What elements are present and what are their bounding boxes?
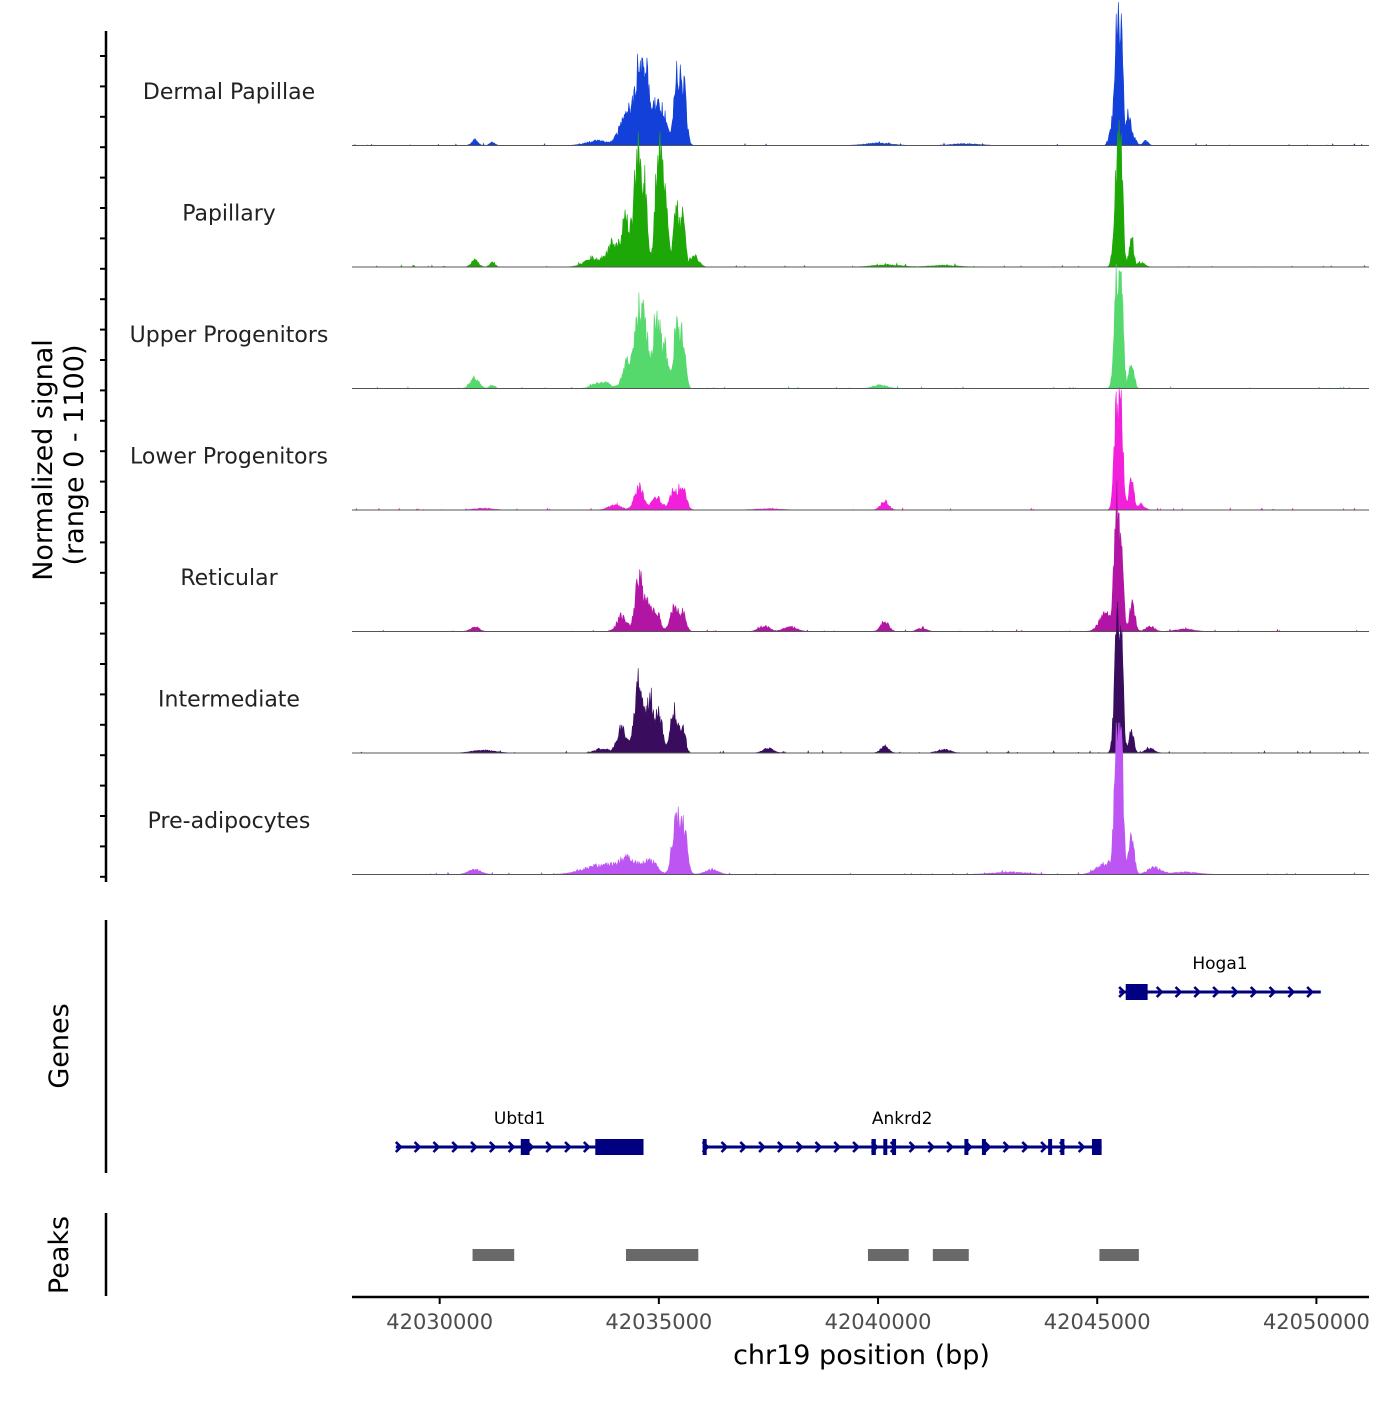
- exon: [883, 1139, 888, 1155]
- strand-chevron: [488, 1141, 497, 1153]
- peaks-track: [104, 1213, 1139, 1296]
- strand-chevron: [1249, 986, 1258, 998]
- x-tick-label: 42035000: [605, 1310, 712, 1334]
- strand-chevron: [582, 1141, 591, 1153]
- strand-chevron: [1077, 1141, 1086, 1153]
- x-axis: 42030000 42035000 42040000 42045000 42050000: [352, 1295, 1370, 1334]
- strand-chevron: [394, 1141, 403, 1153]
- x-tick-label: 42045000: [1044, 1310, 1151, 1334]
- genes-track-label: Genes: [44, 1003, 75, 1088]
- gene-name: Ankrd2: [872, 1109, 933, 1129]
- coverage-track: Pre-adipocytes: [148, 722, 1369, 875]
- strand-chevron: [795, 1141, 804, 1153]
- strand-chevron: [1155, 986, 1164, 998]
- coverage-track: Lower Progenitors: [130, 387, 1369, 511]
- coverage-area: [352, 263, 1369, 389]
- track-label: Dermal Papillae: [143, 80, 315, 105]
- strand-chevron: [720, 1141, 729, 1153]
- peak-region: [1099, 1249, 1139, 1261]
- strand-chevron: [908, 1141, 917, 1153]
- coverage-y-axis: [100, 31, 108, 882]
- exon: [981, 1139, 986, 1155]
- coverage-area: [352, 479, 1369, 632]
- exon: [1091, 1139, 1102, 1155]
- track-label: Intermediate: [158, 688, 300, 713]
- x-tick-label: 42040000: [825, 1310, 932, 1334]
- exon: [1125, 984, 1148, 1000]
- peaks-track-label: Peaks: [44, 1216, 75, 1294]
- exon: [1048, 1139, 1053, 1155]
- coverage-track: Upper Progenitors: [130, 263, 1369, 389]
- exon: [892, 1139, 897, 1155]
- strand-chevron: [1002, 1141, 1011, 1153]
- track-label: Lower Progenitors: [130, 445, 328, 470]
- strand-chevron: [983, 1141, 992, 1153]
- strand-chevron: [507, 1141, 516, 1153]
- coverage-area: [352, 2, 1369, 146]
- y-axis-label: Normalized signal: [28, 339, 59, 581]
- strand-chevron: [776, 1141, 785, 1153]
- strand-chevron: [1231, 986, 1239, 998]
- strand-chevron: [413, 1141, 422, 1153]
- x-tick-label: 42050000: [1263, 1310, 1370, 1334]
- coverage-area: [352, 601, 1369, 754]
- strand-chevron: [451, 1141, 460, 1153]
- exon: [1060, 1139, 1065, 1155]
- strand-chevron: [1306, 986, 1314, 998]
- coverage-track: Intermediate: [158, 601, 1369, 754]
- track-label: Upper Progenitors: [130, 323, 329, 348]
- strand-chevron: [470, 1141, 478, 1153]
- coverage-track: Reticular: [180, 479, 1369, 632]
- strand-chevron: [1040, 1141, 1048, 1153]
- exon: [871, 1139, 876, 1155]
- gene-model: Hoga1: [1118, 954, 1321, 1000]
- exon: [595, 1139, 644, 1155]
- peak-region: [932, 1249, 969, 1261]
- track-label: Papillary: [182, 202, 276, 227]
- coverage-area: [352, 119, 1369, 268]
- exon: [520, 1139, 530, 1155]
- coverage-track: Papillary: [182, 119, 1369, 268]
- coverage-track: Dermal Papillae: [143, 2, 1369, 146]
- x-axis-label: chr19 position (bp): [733, 1340, 990, 1371]
- strand-chevron: [739, 1141, 748, 1153]
- x-tick-label: 42030000: [386, 1310, 493, 1334]
- strand-chevron: [758, 1141, 766, 1153]
- strand-chevron: [1118, 986, 1126, 998]
- gene-model: Ubtd1: [394, 1109, 644, 1155]
- strand-chevron: [927, 1141, 936, 1153]
- strand-chevron: [814, 1141, 823, 1153]
- gene-model: Ankrd2: [701, 1109, 1102, 1155]
- coverage-area: [352, 387, 1369, 511]
- strand-chevron: [1212, 986, 1220, 998]
- coverage-area: [352, 722, 1369, 875]
- strand-chevron: [1193, 986, 1202, 998]
- strand-chevron: [833, 1141, 842, 1153]
- strand-chevron: [432, 1141, 441, 1153]
- y-axis-range-label: (range 0 - 1100): [59, 345, 90, 566]
- track-label: Reticular: [180, 566, 278, 591]
- strand-chevron: [1174, 986, 1183, 998]
- strand-chevron: [1021, 1141, 1030, 1153]
- strand-chevron: [852, 1141, 860, 1153]
- exon: [964, 1139, 969, 1155]
- strand-chevron: [946, 1141, 954, 1153]
- strand-chevron: [564, 1141, 572, 1153]
- coverage-tracks: Dermal Papillae Papillary Upper Progenitor…: [130, 2, 1369, 875]
- gene-name: Ubtd1: [494, 1109, 546, 1129]
- peak-region: [625, 1249, 699, 1261]
- peak-region: [867, 1249, 909, 1261]
- gene-name: Hoga1: [1192, 954, 1247, 974]
- exon: [702, 1139, 707, 1155]
- genes-track: Ubtd1 Ankrd2 Hoga1: [104, 920, 1321, 1173]
- strand-chevron: [545, 1141, 554, 1153]
- strand-chevron: [1268, 986, 1277, 998]
- track-label: Pre-adipocytes: [148, 809, 311, 834]
- strand-chevron: [1287, 986, 1296, 998]
- peak-region: [472, 1249, 515, 1261]
